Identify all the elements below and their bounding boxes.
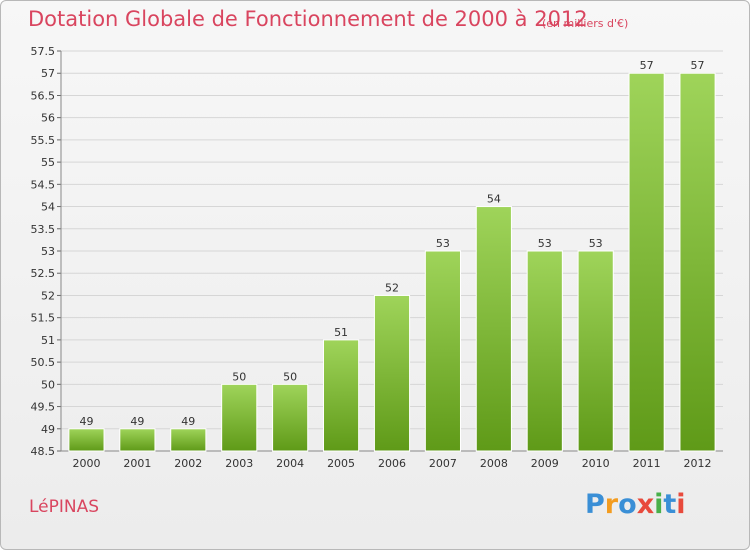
x-tick-label: 2005 bbox=[327, 457, 355, 470]
y-tick-label: 51.5 bbox=[31, 312, 56, 325]
y-tick-label: 57.5 bbox=[31, 45, 56, 58]
y-tick-label: 56 bbox=[41, 112, 55, 125]
y-tick-label: 49.5 bbox=[31, 401, 56, 414]
data-label: 57 bbox=[691, 59, 705, 72]
data-label: 51 bbox=[334, 326, 348, 339]
logo-letter: o bbox=[618, 489, 637, 520]
y-tick-label: 55 bbox=[41, 156, 55, 169]
x-tick-label: 2010 bbox=[582, 457, 610, 470]
bar-2000 bbox=[68, 428, 105, 452]
y-tick-label: 50 bbox=[41, 378, 55, 391]
data-label: 49 bbox=[79, 415, 93, 428]
y-tick-label: 55.5 bbox=[31, 134, 56, 147]
y-tick-label: 56.5 bbox=[31, 89, 56, 102]
y-tick-label: 53 bbox=[41, 245, 55, 258]
y-tick-label: 51 bbox=[41, 334, 55, 347]
x-tick-label: 2008 bbox=[480, 457, 508, 470]
x-tick-label: 2007 bbox=[429, 457, 457, 470]
x-tick-label: 2009 bbox=[531, 457, 559, 470]
logo-letter: P bbox=[585, 489, 605, 520]
y-tick-label: 57 bbox=[41, 67, 55, 80]
logo-letter: x bbox=[636, 489, 655, 520]
data-label: 53 bbox=[589, 237, 603, 250]
proxiti-logo: Proxiti bbox=[585, 489, 686, 520]
chart-title: Dotation Globale de Fonctionnement de 20… bbox=[28, 7, 588, 31]
y-tick-label: 48.5 bbox=[31, 445, 56, 458]
logo-letter: t bbox=[663, 489, 677, 520]
logo-letter: i bbox=[676, 489, 686, 520]
y-tick-label: 52.5 bbox=[31, 267, 56, 280]
chart-unit: (en milliers d'€) bbox=[542, 17, 629, 30]
data-label: 49 bbox=[130, 415, 144, 428]
bar-2011 bbox=[628, 72, 665, 452]
bar-2001 bbox=[119, 428, 156, 452]
logo-letter: i bbox=[654, 489, 664, 520]
data-label: 49 bbox=[181, 415, 195, 428]
value-labels: 49 49 49 50 50 51 52 53 54 53 53 57 57 bbox=[79, 59, 704, 428]
data-label: 53 bbox=[436, 237, 450, 250]
data-label: 53 bbox=[538, 237, 552, 250]
bar-2012 bbox=[679, 72, 716, 452]
bar-2002 bbox=[170, 428, 207, 452]
data-label: 50 bbox=[232, 370, 246, 383]
bar-2008 bbox=[475, 206, 512, 452]
x-tick-label: 2006 bbox=[378, 457, 406, 470]
logo-letter: r bbox=[604, 489, 619, 520]
x-tick-label: 2000 bbox=[72, 457, 100, 470]
x-tick-label: 2011 bbox=[633, 457, 661, 470]
bar-2010 bbox=[577, 250, 614, 452]
data-label: 50 bbox=[283, 370, 297, 383]
bar-2004 bbox=[272, 383, 309, 452]
y-tick-label: 52 bbox=[41, 289, 55, 302]
x-tick-label: 2004 bbox=[276, 457, 304, 470]
bar-2007 bbox=[424, 250, 461, 452]
x-tick-label: 2003 bbox=[225, 457, 253, 470]
x-tick-label: 2012 bbox=[684, 457, 712, 470]
x-tick-label: 2002 bbox=[174, 457, 202, 470]
axes: 48.5 49 49.5 50 50.5 51 51.5 52 52.5 53 53.5 54 54.5… bbox=[31, 45, 723, 470]
data-label: 54 bbox=[487, 193, 501, 206]
commune-name: LéPINAS bbox=[29, 497, 100, 517]
data-label: 57 bbox=[640, 59, 654, 72]
x-tick-label: 2001 bbox=[123, 457, 151, 470]
y-tick-label: 49 bbox=[41, 423, 55, 436]
y-tick-label: 54 bbox=[41, 201, 55, 214]
bar-2006 bbox=[373, 294, 411, 452]
y-tick-label: 50.5 bbox=[31, 356, 56, 369]
bars bbox=[68, 72, 716, 452]
y-tick-label: 53.5 bbox=[31, 223, 56, 236]
data-label: 52 bbox=[385, 281, 399, 294]
bar-2005 bbox=[323, 339, 360, 452]
bar-2003 bbox=[221, 383, 258, 452]
y-tick-label: 54.5 bbox=[31, 178, 56, 191]
bar-2009 bbox=[526, 250, 563, 452]
